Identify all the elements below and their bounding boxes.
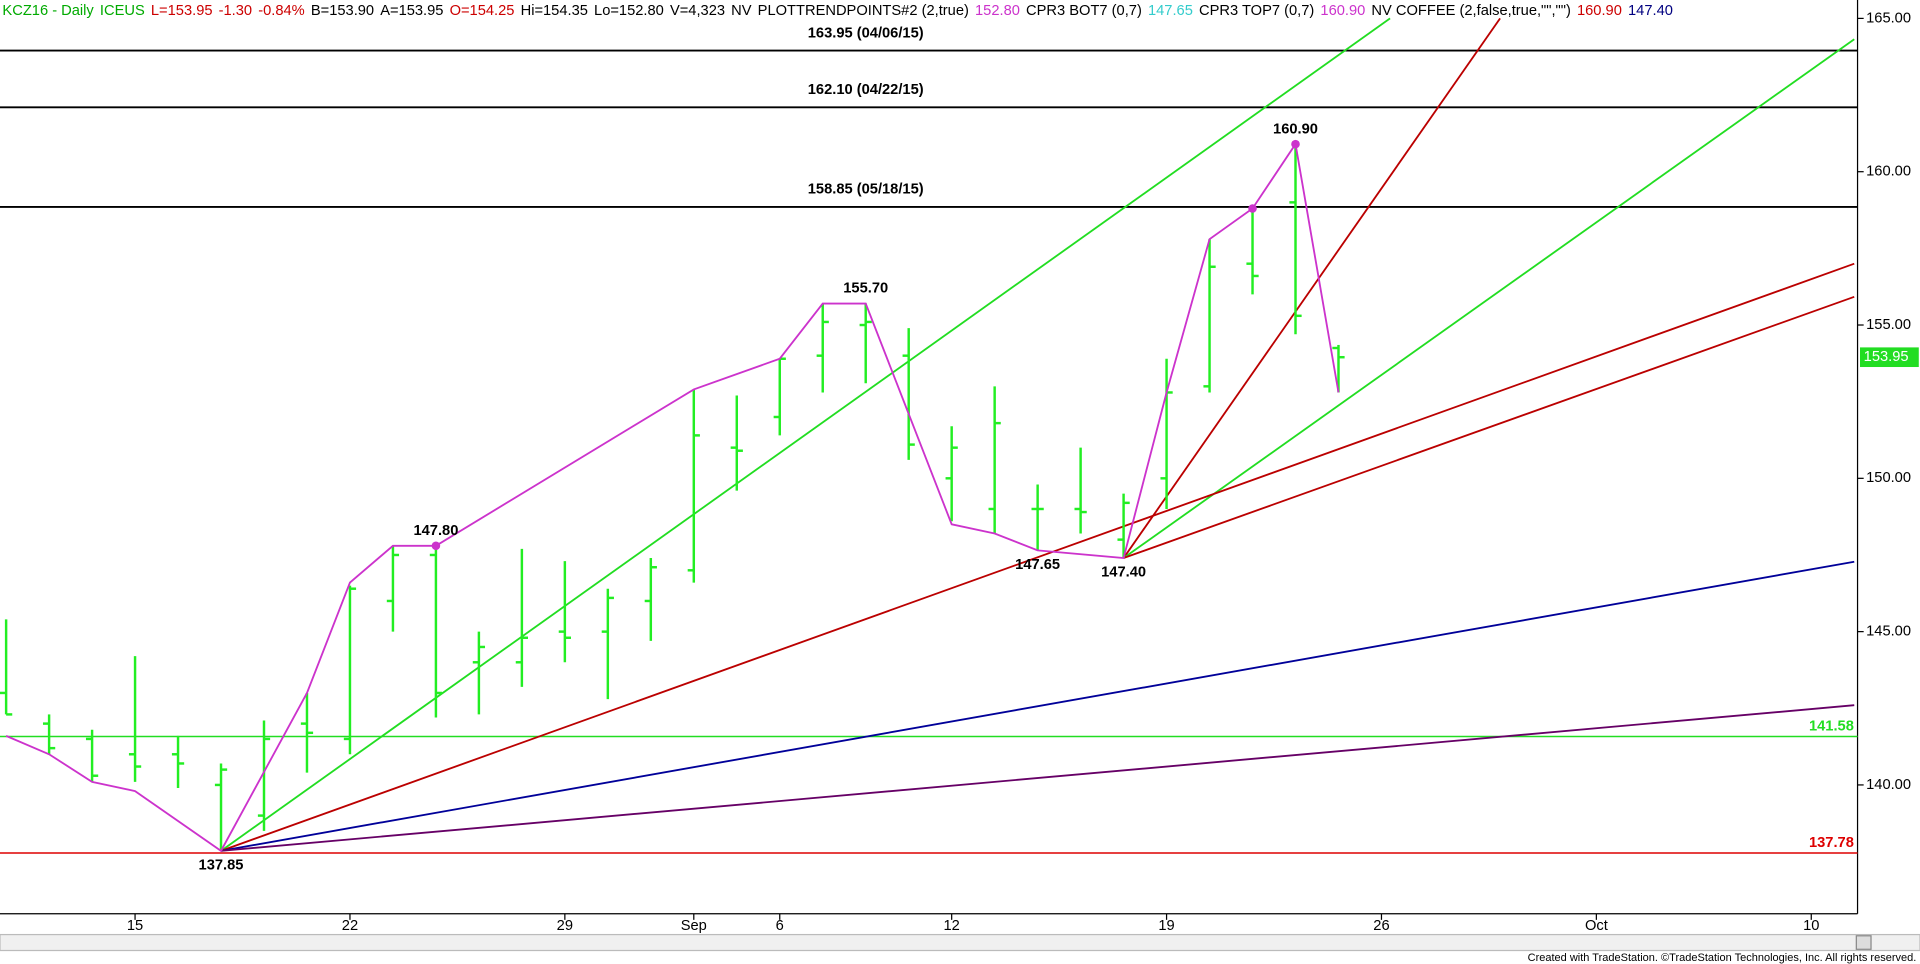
x-tick-label: 12 [944, 918, 960, 934]
annotation: 147.40 [1101, 565, 1146, 581]
header-item: 147.40 [1628, 3, 1673, 19]
y-tick-label: 140.00 [1866, 777, 1911, 793]
header: KCZ16 - Daily ICEUS L=153.95 -1.30 -0.84% B=1… [2, 3, 1672, 19]
x-tick-label: 19 [1158, 918, 1174, 934]
header-item: 147.65 [1148, 3, 1193, 19]
x-tick-label: Sep [681, 918, 707, 934]
header-item: NV [731, 3, 752, 19]
trend-line [220, 560, 1855, 852]
last-price-box [1860, 347, 1919, 368]
y-tick-label: 155.00 [1866, 317, 1911, 333]
header-item: V=4,323 [670, 3, 725, 19]
trend-line [220, 704, 1855, 852]
x-tick-label: 26 [1373, 918, 1389, 934]
header-item: PLOTTRENDPOINTS#2 (2,true) [758, 3, 969, 19]
header-item: 160.90 [1320, 3, 1365, 19]
header-item: Hi=154.35 [521, 3, 588, 19]
swing-line [5, 141, 1340, 853]
x-tick-label: 10 [1803, 918, 1819, 934]
y-tick-label: 165.00 [1866, 10, 1911, 26]
level-label: 162.10 (04/22/15) [808, 82, 924, 98]
footer: Created with TradeStation. ©TradeStation… [1528, 952, 1917, 964]
trend-line [220, 262, 1855, 852]
level-label: 163.95 (04/06/15) [808, 25, 924, 41]
y-tick-label: 145.00 [1866, 624, 1911, 640]
header-item: NV COFFEE (2,false,true,"","") [1371, 3, 1570, 19]
level-label: 141.58 [1809, 719, 1854, 735]
trend-line [1123, 295, 1855, 559]
last-price-label: 153.95 [1864, 349, 1909, 365]
header-item: 160.90 [1577, 3, 1622, 19]
header-item: O=154.25 [450, 3, 515, 19]
trend-line [1123, 38, 1855, 559]
scroll-thumb[interactable] [1855, 935, 1872, 950]
x-tick-label: 29 [557, 918, 573, 934]
x-tick-label: 15 [127, 918, 143, 934]
y-tick-label: 150.00 [1866, 470, 1911, 486]
x-tick-label: Oct [1585, 918, 1608, 934]
annotation: 137.85 [199, 857, 244, 873]
header-item: CPR3 BOT7 (0,7) [1026, 3, 1142, 19]
header-item: CPR3 TOP7 (0,7) [1199, 3, 1314, 19]
trend-line [1122, 17, 1501, 559]
level-label: 137.78 [1809, 835, 1854, 851]
annotation: 147.80 [413, 523, 458, 539]
scrollbar[interactable] [0, 933, 1920, 952]
header-item: L=153.95 [151, 3, 213, 19]
header-item: -1.30 [219, 3, 252, 19]
annotation: 160.90 [1273, 121, 1318, 137]
x-tick-label: 6 [776, 918, 784, 934]
level-label: 158.85 (05/18/15) [808, 182, 924, 198]
trend-line [220, 17, 1391, 852]
annotation: 147.65 [1015, 557, 1060, 573]
x-tick-label: 22 [342, 918, 358, 934]
pivot-dot [1248, 204, 1257, 213]
pivot-dot [431, 541, 441, 551]
header-item: B=153.90 [311, 3, 374, 19]
y-tick-label: 160.00 [1866, 164, 1911, 180]
header-item: ICEUS [100, 3, 145, 19]
pivot-dot [1291, 139, 1300, 149]
header-item: -0.84% [258, 3, 305, 19]
header-item: Lo=152.80 [594, 3, 664, 19]
header-item: KCZ16 - Daily [2, 3, 94, 19]
header-item: A=153.95 [380, 3, 443, 19]
header-item: 152.80 [975, 3, 1020, 19]
annotation: 155.70 [843, 281, 888, 297]
